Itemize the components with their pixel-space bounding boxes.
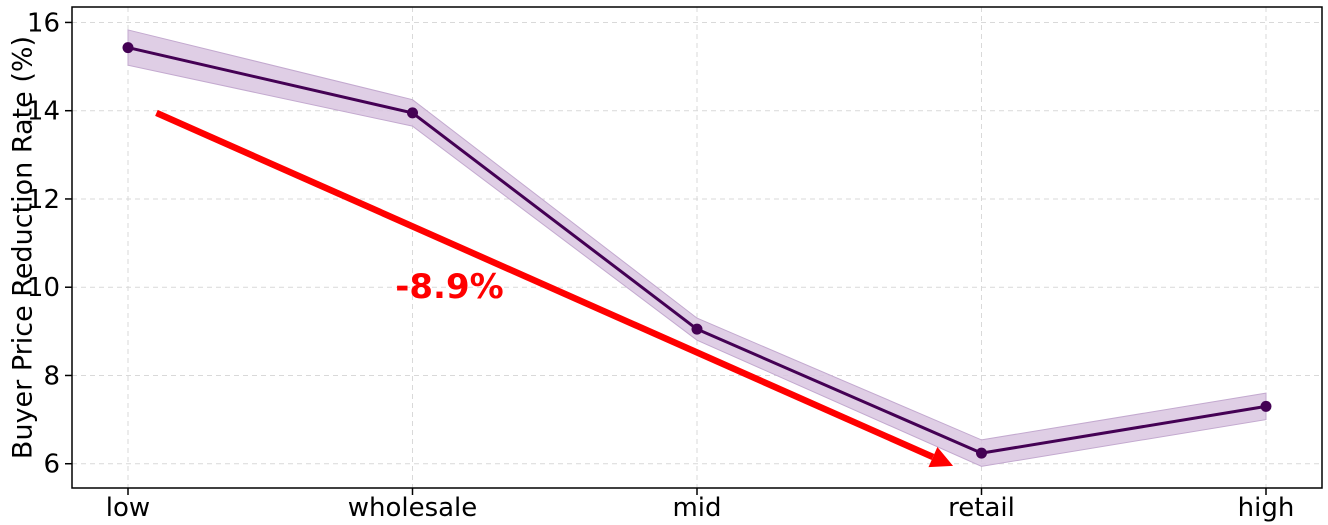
data-point (407, 107, 418, 119)
y-axis-label: Buyer Price Reduction Rate (%) (8, 36, 39, 459)
trend-annotation-label: -8.9% (395, 267, 503, 307)
y-tick-label: 6 (43, 450, 60, 480)
y-tick-label: 10 (27, 273, 60, 303)
y-axis: 6 8 10 12 14 16 (27, 8, 72, 480)
x-axis: low wholesale mid retail high (106, 488, 1295, 523)
data-point (122, 42, 134, 54)
x-tick-label: low (106, 493, 150, 523)
y-tick-label: 8 (43, 361, 60, 391)
y-tick-label: 16 (27, 8, 60, 38)
x-tick-label: mid (672, 493, 721, 523)
confidence-band-area (127, 29, 1267, 467)
x-tick-label: retail (948, 493, 1015, 523)
y-tick-label: 12 (27, 185, 60, 215)
data-point (1260, 400, 1272, 412)
x-tick-label: high (1238, 493, 1295, 523)
trend-arrow-shaft (155, 109, 935, 460)
confidence-band (127, 29, 1267, 467)
x-tick-label: wholesale (348, 493, 478, 523)
trend-arrow-head (928, 446, 954, 468)
data-point (976, 447, 987, 459)
series-points (122, 42, 1272, 459)
trend-annotation: -8.9% (155, 109, 954, 468)
data-point (691, 323, 703, 335)
y-tick-label: 14 (27, 97, 60, 127)
